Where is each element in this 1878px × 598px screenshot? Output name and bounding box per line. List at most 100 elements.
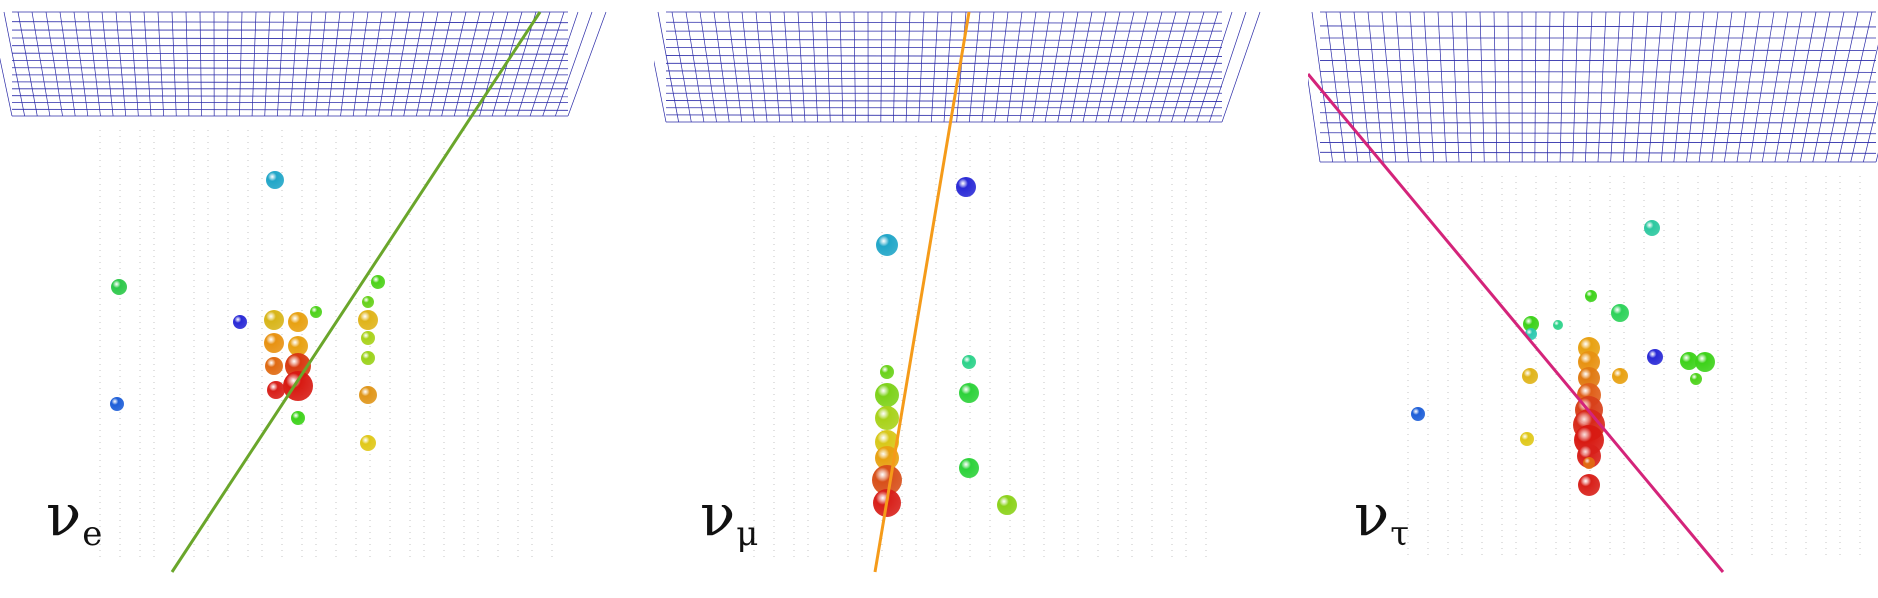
grid-column-line (1107, 11, 1135, 123)
grid-column-line (115, 11, 127, 117)
grid-row-line (11, 95, 569, 98)
dom-hit (288, 336, 308, 356)
dom-hit (111, 279, 127, 295)
reconstructed-track (1308, 73, 1725, 573)
grid-column-line (811, 11, 818, 123)
grid-column-line (466, 11, 495, 117)
grid-column-line (1585, 11, 1593, 163)
dom-hit (1690, 373, 1702, 385)
grid-row-line (665, 100, 1223, 102)
grid-column-line (1437, 11, 1447, 163)
grid-column-line (416, 11, 439, 117)
dom-hit (361, 351, 375, 365)
grid-column-line (517, 11, 551, 117)
grid-column-line (1308, 77, 1321, 163)
nu-symbol: ν (700, 481, 736, 549)
grid-column-line (769, 11, 781, 123)
grid-column-line (825, 11, 831, 123)
grid-column-line (31, 11, 51, 117)
dom-hit (1411, 407, 1425, 421)
dom-hit (1585, 290, 1597, 302)
grid-column-line (378, 11, 397, 117)
grid-column-line (853, 11, 856, 123)
grid-row-line (1319, 91, 1877, 94)
grid-column-line (1339, 11, 1359, 163)
grid-row-line (665, 39, 1223, 41)
grid-column-line (685, 11, 705, 123)
grid-column-line (1451, 11, 1460, 163)
grid-column-line (797, 11, 806, 123)
grid-column-line (1070, 11, 1093, 123)
dom-hit (360, 435, 376, 451)
grid-column-line (555, 11, 593, 117)
dom-hit (1578, 351, 1600, 373)
grid-column-line (45, 11, 63, 117)
grid-column-line (302, 11, 313, 117)
grid-column-line (699, 11, 717, 123)
dom-hit (110, 397, 124, 411)
grid-column-line (1353, 11, 1371, 163)
grid-column-line (1057, 11, 1079, 123)
grid-row-line (11, 67, 569, 70)
dom-hit (1611, 304, 1629, 322)
grid-row-line (1319, 112, 1877, 115)
reconstructed-track (873, 11, 971, 573)
grid-column-line (1019, 11, 1037, 123)
grid-column-line (428, 11, 453, 117)
grid-column-line (1774, 11, 1803, 163)
dom-hit (875, 406, 899, 430)
grid-column-line (157, 11, 164, 117)
grid-column-line (943, 11, 953, 123)
dom-hit (291, 411, 305, 425)
grid-column-line (1534, 11, 1537, 163)
grid-column-line (1622, 11, 1635, 163)
grid-column-line (390, 11, 411, 117)
grid-column-line (880, 11, 883, 123)
grid-column-line (1082, 11, 1107, 123)
grid-column-line (87, 11, 101, 117)
grid-column-line (1825, 11, 1859, 163)
dom-hit (997, 495, 1017, 515)
grid-column-line (1787, 11, 1817, 163)
grid-column-line (403, 11, 425, 117)
grid-column-line (1044, 11, 1065, 123)
grid-column-line (654, 60, 667, 123)
dom-hit (1647, 349, 1663, 365)
grid-column-line (931, 11, 939, 123)
grid-column-line (352, 11, 369, 117)
grid-row-line (665, 70, 1223, 73)
grid-column-line (1367, 11, 1384, 163)
grid-column-line (277, 11, 285, 117)
label-nu-e: νe (46, 486, 102, 551)
dom-hit (266, 171, 284, 189)
grid-column-line (365, 11, 383, 117)
grid-row-line (1319, 70, 1877, 73)
grid-column-line (839, 11, 844, 123)
grid-column-line (671, 11, 692, 123)
grid-column-line (251, 11, 257, 117)
grid-column-line (239, 11, 243, 117)
grid-column-line (1423, 11, 1435, 163)
grid-column-line (1863, 100, 1878, 163)
grid-column-line (340, 11, 355, 117)
grid-column-line (1171, 11, 1205, 123)
grid-column-line (727, 11, 743, 123)
grid-column-line (1032, 11, 1051, 123)
grid-row-line (11, 52, 569, 55)
grid-column-line (1648, 11, 1663, 163)
grid-column-line (1183, 11, 1219, 123)
flavor-subscript: τ (1390, 513, 1410, 554)
grid-column-line (567, 11, 607, 117)
grid-row-line (665, 21, 1223, 24)
detector-grid (0, 11, 607, 117)
dom-hit (880, 365, 894, 379)
grid-column-line (1736, 11, 1761, 163)
dom-strings (753, 136, 1207, 560)
grid-row-line (665, 114, 1223, 117)
dom-hit (959, 458, 979, 478)
dom-hit (872, 465, 902, 495)
grid-column-line (657, 11, 679, 123)
dom-hit (371, 275, 385, 289)
grid-column-line (1311, 11, 1333, 163)
dom-hit (1577, 444, 1601, 468)
